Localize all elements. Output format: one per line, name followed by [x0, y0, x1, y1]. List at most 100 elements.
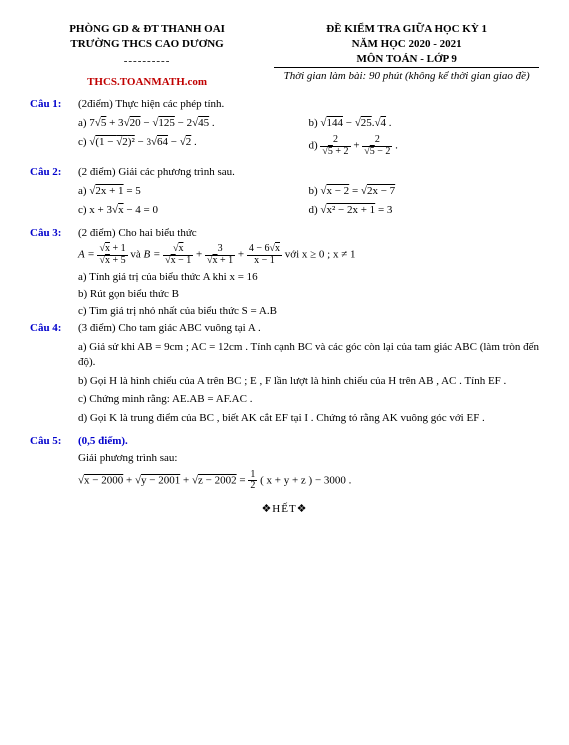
q2a-eq: = 5 — [124, 185, 141, 197]
q2c-body: x + 3 — [89, 204, 112, 216]
question-2: Câu 2: (2 điểm) Giải các phương trình sa… — [30, 165, 539, 218]
q3-cond: với x ≥ 0 ; x ≠ 1 — [285, 249, 356, 261]
q1b-end: . — [386, 117, 392, 129]
q3-stem: Cho hai biểu thức — [118, 227, 196, 239]
q1a-end: . — [209, 117, 215, 129]
q2-row1: a) √2x + 1 = 5 b) √x − 2 = √2x − 7 — [78, 184, 539, 199]
q2d-eq: = 3 — [375, 204, 392, 216]
q1d-f2: 2√5 − 2 — [362, 135, 392, 157]
q4-body: (3 điểm) Cho tam giác ABC vuông tại A . … — [78, 321, 539, 426]
q1-row1: a) 7√5 + 3√20 − √125 − 2√45 . b) √144 − … — [78, 116, 539, 131]
header: PHÒNG GD & ĐT THANH OAI TRƯỜNG THCS CAO … — [30, 22, 539, 89]
q3-and: và — [130, 249, 143, 261]
q5-r2: y − 2001 — [141, 474, 180, 486]
q3-Afnt: + 1 — [110, 243, 126, 254]
header-right: ĐỀ KIỂM TRA GIỮA HỌC KỲ 1 NĂM HỌC 2020 -… — [274, 22, 539, 89]
q5-label: Câu 5: — [30, 434, 78, 492]
q3-formula: A = √x + 1 √x + 5 và B = √x √x − 1 + 3 √… — [78, 244, 539, 266]
dashes: ---------- — [30, 54, 264, 69]
question-4: Câu 4: (3 điểm) Cho tam giác ABC vuông t… — [30, 321, 539, 426]
q3-a: a) Tính giá trị của biểu thức A khi x = … — [78, 270, 539, 285]
q4-label: Câu 4: — [30, 321, 78, 426]
q1a-p1: + 3 — [106, 117, 123, 129]
q3-Af: √x + 1 √x + 5 — [97, 244, 127, 266]
q1a-m1: − — [141, 117, 153, 129]
q3-B1: √x √x − 1 — [163, 244, 193, 266]
q1d-plus: + — [353, 140, 362, 152]
q1a-r2: 20 — [130, 117, 141, 129]
q1d-f2dt: − 2 — [375, 146, 391, 157]
q2-points: (2 điểm) — [78, 166, 116, 178]
q1a-r3: 125 — [158, 117, 175, 129]
q1-c: c) √(1 − √2)² − 3√64 − √2 . — [78, 135, 309, 157]
q4-b: b) Gọi H là hình chiếu của A trên BC ; E… — [78, 374, 539, 389]
q5-eq: √x − 2000 + √y − 2001 + √z − 2002 = 12 (… — [78, 470, 539, 492]
q2b-eq: = — [349, 185, 361, 197]
q2a-r: 2x + 1 — [95, 185, 123, 197]
q1-stem: Thực hiện các phép tính. — [115, 98, 224, 110]
q3-B3np: 4 − 6 — [249, 243, 270, 254]
q2-c: c) x + 3√x − 4 = 0 — [78, 203, 309, 218]
q3-B1dt: − 1 — [176, 255, 192, 266]
q5-r3: z − 2002 — [198, 474, 237, 486]
q1b-dot: . — [372, 117, 375, 129]
q1-points: (2điểm) — [78, 98, 113, 110]
q3-parts: a) Tính giá trị của biểu thức A khi x = … — [78, 270, 539, 319]
q1b-pre: b) — [309, 117, 321, 129]
q3-points: (2 điểm) — [78, 227, 116, 239]
q1a-r4: 45 — [198, 117, 209, 129]
q1b-r1: 144 — [326, 117, 343, 129]
q2c-tail: − 4 = 0 — [124, 204, 158, 216]
q1b-m: − — [343, 117, 355, 129]
q1c-io: (1 − — [95, 136, 116, 148]
q5-p1: + — [123, 474, 135, 486]
q1b-r2: 25 — [361, 117, 372, 129]
q3-B1nr: x — [178, 243, 183, 254]
q2-body: (2 điểm) Giải các phương trình sau. a) √… — [78, 165, 539, 218]
q1-a: a) 7√5 + 3√20 − √125 − 2√45 . — [78, 116, 309, 131]
q2-a: a) √2x + 1 = 5 — [78, 184, 309, 199]
q3-B3: 4 − 6√x x − 1 — [247, 244, 282, 266]
q1c-cr: 64 — [157, 136, 168, 148]
q1-body: (2điểm) Thực hiện các phép tính. a) 7√5 … — [78, 97, 539, 157]
question-3: Câu 3: (2 điểm) Cho hai biểu thức — [30, 226, 539, 241]
q2a-pre: a) — [78, 185, 89, 197]
question-5: Câu 5: (0,5 điểm). Giải phương trình sau… — [30, 434, 539, 492]
q3-p2: + — [238, 249, 247, 261]
q1d-pre: d) — [309, 140, 321, 152]
q2d-r: x² − 2x + 1 — [326, 204, 375, 216]
q5-p2: + — [180, 474, 192, 486]
q1-b: b) √144 − √25.√4 . — [309, 116, 540, 131]
q3-body: (2 điểm) Cho hai biểu thức — [78, 226, 539, 241]
q3-label: Câu 3: — [30, 226, 78, 241]
q5-fd: 2 — [248, 481, 257, 492]
q2b-r2: 2x − 7 — [367, 185, 395, 197]
q1c-m2: − — [168, 136, 180, 148]
q4-d: d) Gọi K là trung điểm của BC , biết AK … — [78, 411, 539, 426]
q1-label: Câu 1: — [30, 97, 78, 157]
q2-label: Câu 2: — [30, 165, 78, 218]
header-left: PHÒNG GD & ĐT THANH OAI TRƯỜNG THCS CAO … — [30, 22, 264, 89]
q3-Afdt: + 5 — [110, 255, 126, 266]
q2-d: d) √x² − 2x + 1 = 3 — [309, 203, 540, 218]
q3-B2dt: + 1 — [218, 255, 234, 266]
q3-B3nr: x — [275, 243, 280, 254]
exam-year: NĂM HỌC 2020 - 2021 — [274, 37, 539, 52]
q1-row2: c) √(1 − √2)² − 3√64 − √2 . d) 2√5 + 2 +… — [78, 135, 539, 157]
q2b-pre: b) — [309, 185, 321, 197]
end-marker: ❖HẾT❖ — [30, 502, 539, 517]
q2b-r1: x − 2 — [326, 185, 349, 197]
exam-subject: MÔN TOÁN - LỚP 9 — [274, 52, 539, 67]
q3-Beq: B = — [143, 249, 163, 261]
time-note: Thời gian làm bài: 90 phút (không kể thờ… — [274, 67, 539, 84]
q5-r1: x − 2000 — [84, 474, 123, 486]
q1c-end: . — [191, 136, 197, 148]
q2c-pre: c) — [78, 204, 89, 216]
q5-points: (0,5 điểm). — [78, 435, 128, 447]
q1a-m2: − 2 — [175, 117, 192, 129]
q1-d: d) 2√5 + 2 + 2√5 − 2 . — [309, 135, 540, 157]
exam-title: ĐỀ KIỂM TRA GIỮA HỌC KỲ 1 — [274, 22, 539, 37]
q1d-f1dt: + 2 — [333, 146, 349, 157]
q5-eqs: = — [237, 474, 249, 486]
q3-b: b) Rút gọn biểu thức B — [78, 287, 539, 302]
